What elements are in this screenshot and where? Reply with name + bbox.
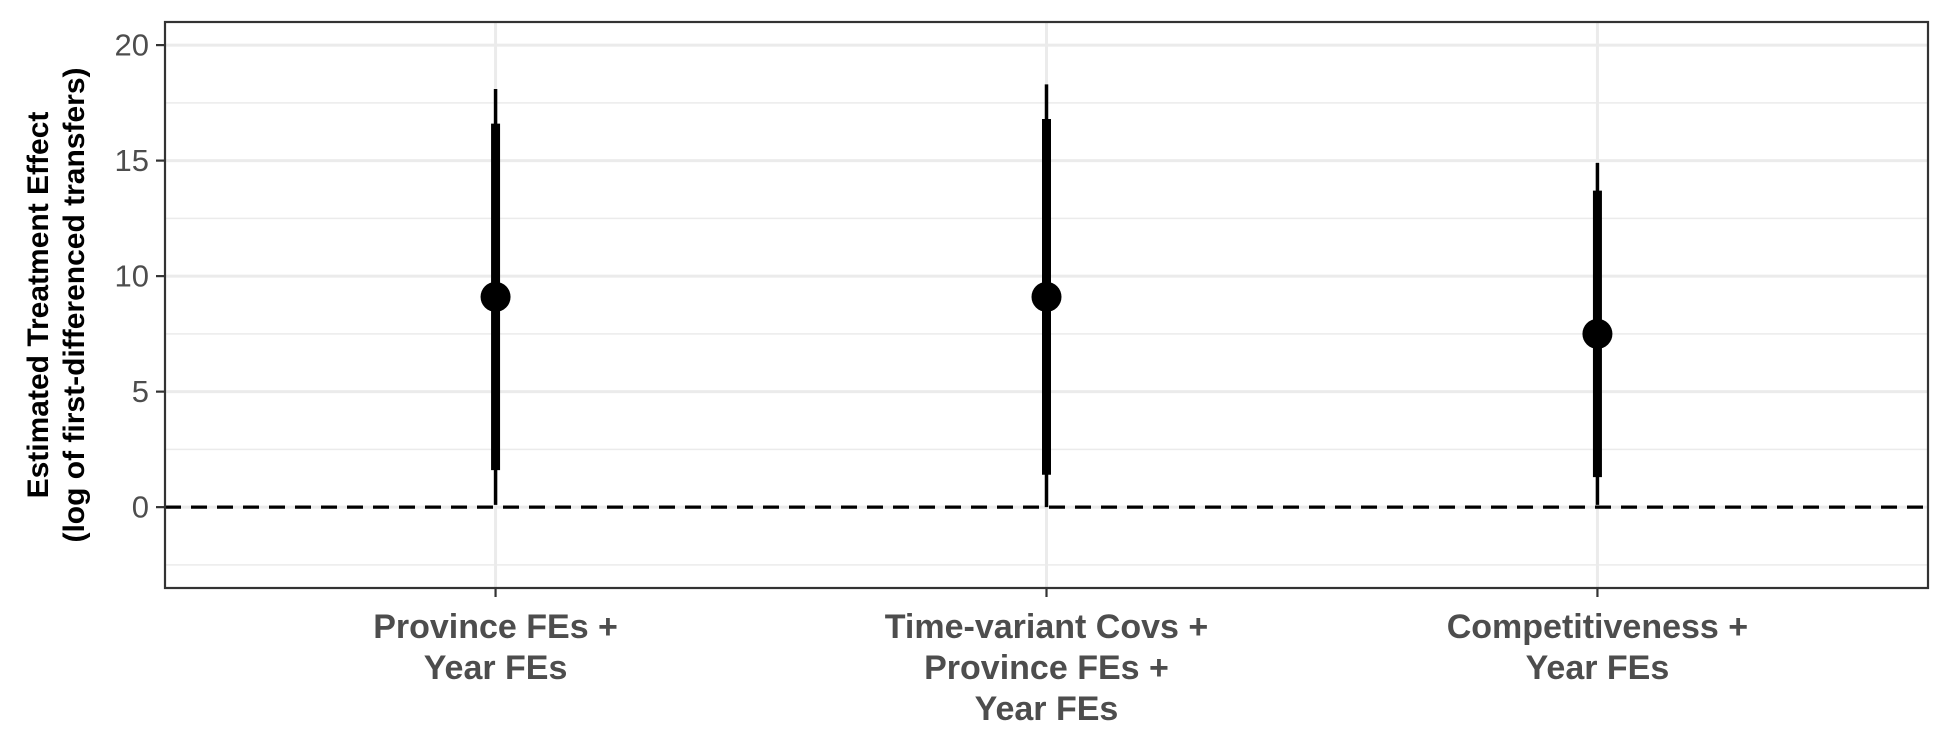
y-axis-ticks: 0 5 10 15 20 <box>115 28 165 525</box>
x-tick-label: Province FEs + <box>373 608 618 646</box>
y-tick-label: 5 <box>132 374 149 409</box>
x-tick-label: Province FEs + <box>924 649 1169 687</box>
y-axis-title: Estimated Treatment Effect (log of first-… <box>22 67 91 542</box>
x-tick-label: Year FEs <box>975 690 1119 728</box>
x-tick-label: Time-variant Covs + <box>885 608 1208 646</box>
x-tick-label: Year FEs <box>1526 649 1670 687</box>
y-tick-label: 10 <box>115 259 149 294</box>
point-estimate <box>480 281 511 312</box>
point-estimate <box>1582 318 1613 349</box>
point-estimate <box>1031 281 1062 312</box>
y-tick-label: 0 <box>132 490 149 525</box>
y-tick-label: 15 <box>115 143 149 178</box>
y-tick-label: 20 <box>115 28 149 63</box>
y-axis-title-line: (log of first-differenced transfers) <box>58 67 91 542</box>
point-estimates <box>480 281 1613 349</box>
x-tick-label: Year FEs <box>424 649 568 687</box>
x-tick-label: Competitiveness + <box>1447 608 1748 646</box>
y-axis-title-line: Estimated Treatment Effect <box>22 112 55 499</box>
